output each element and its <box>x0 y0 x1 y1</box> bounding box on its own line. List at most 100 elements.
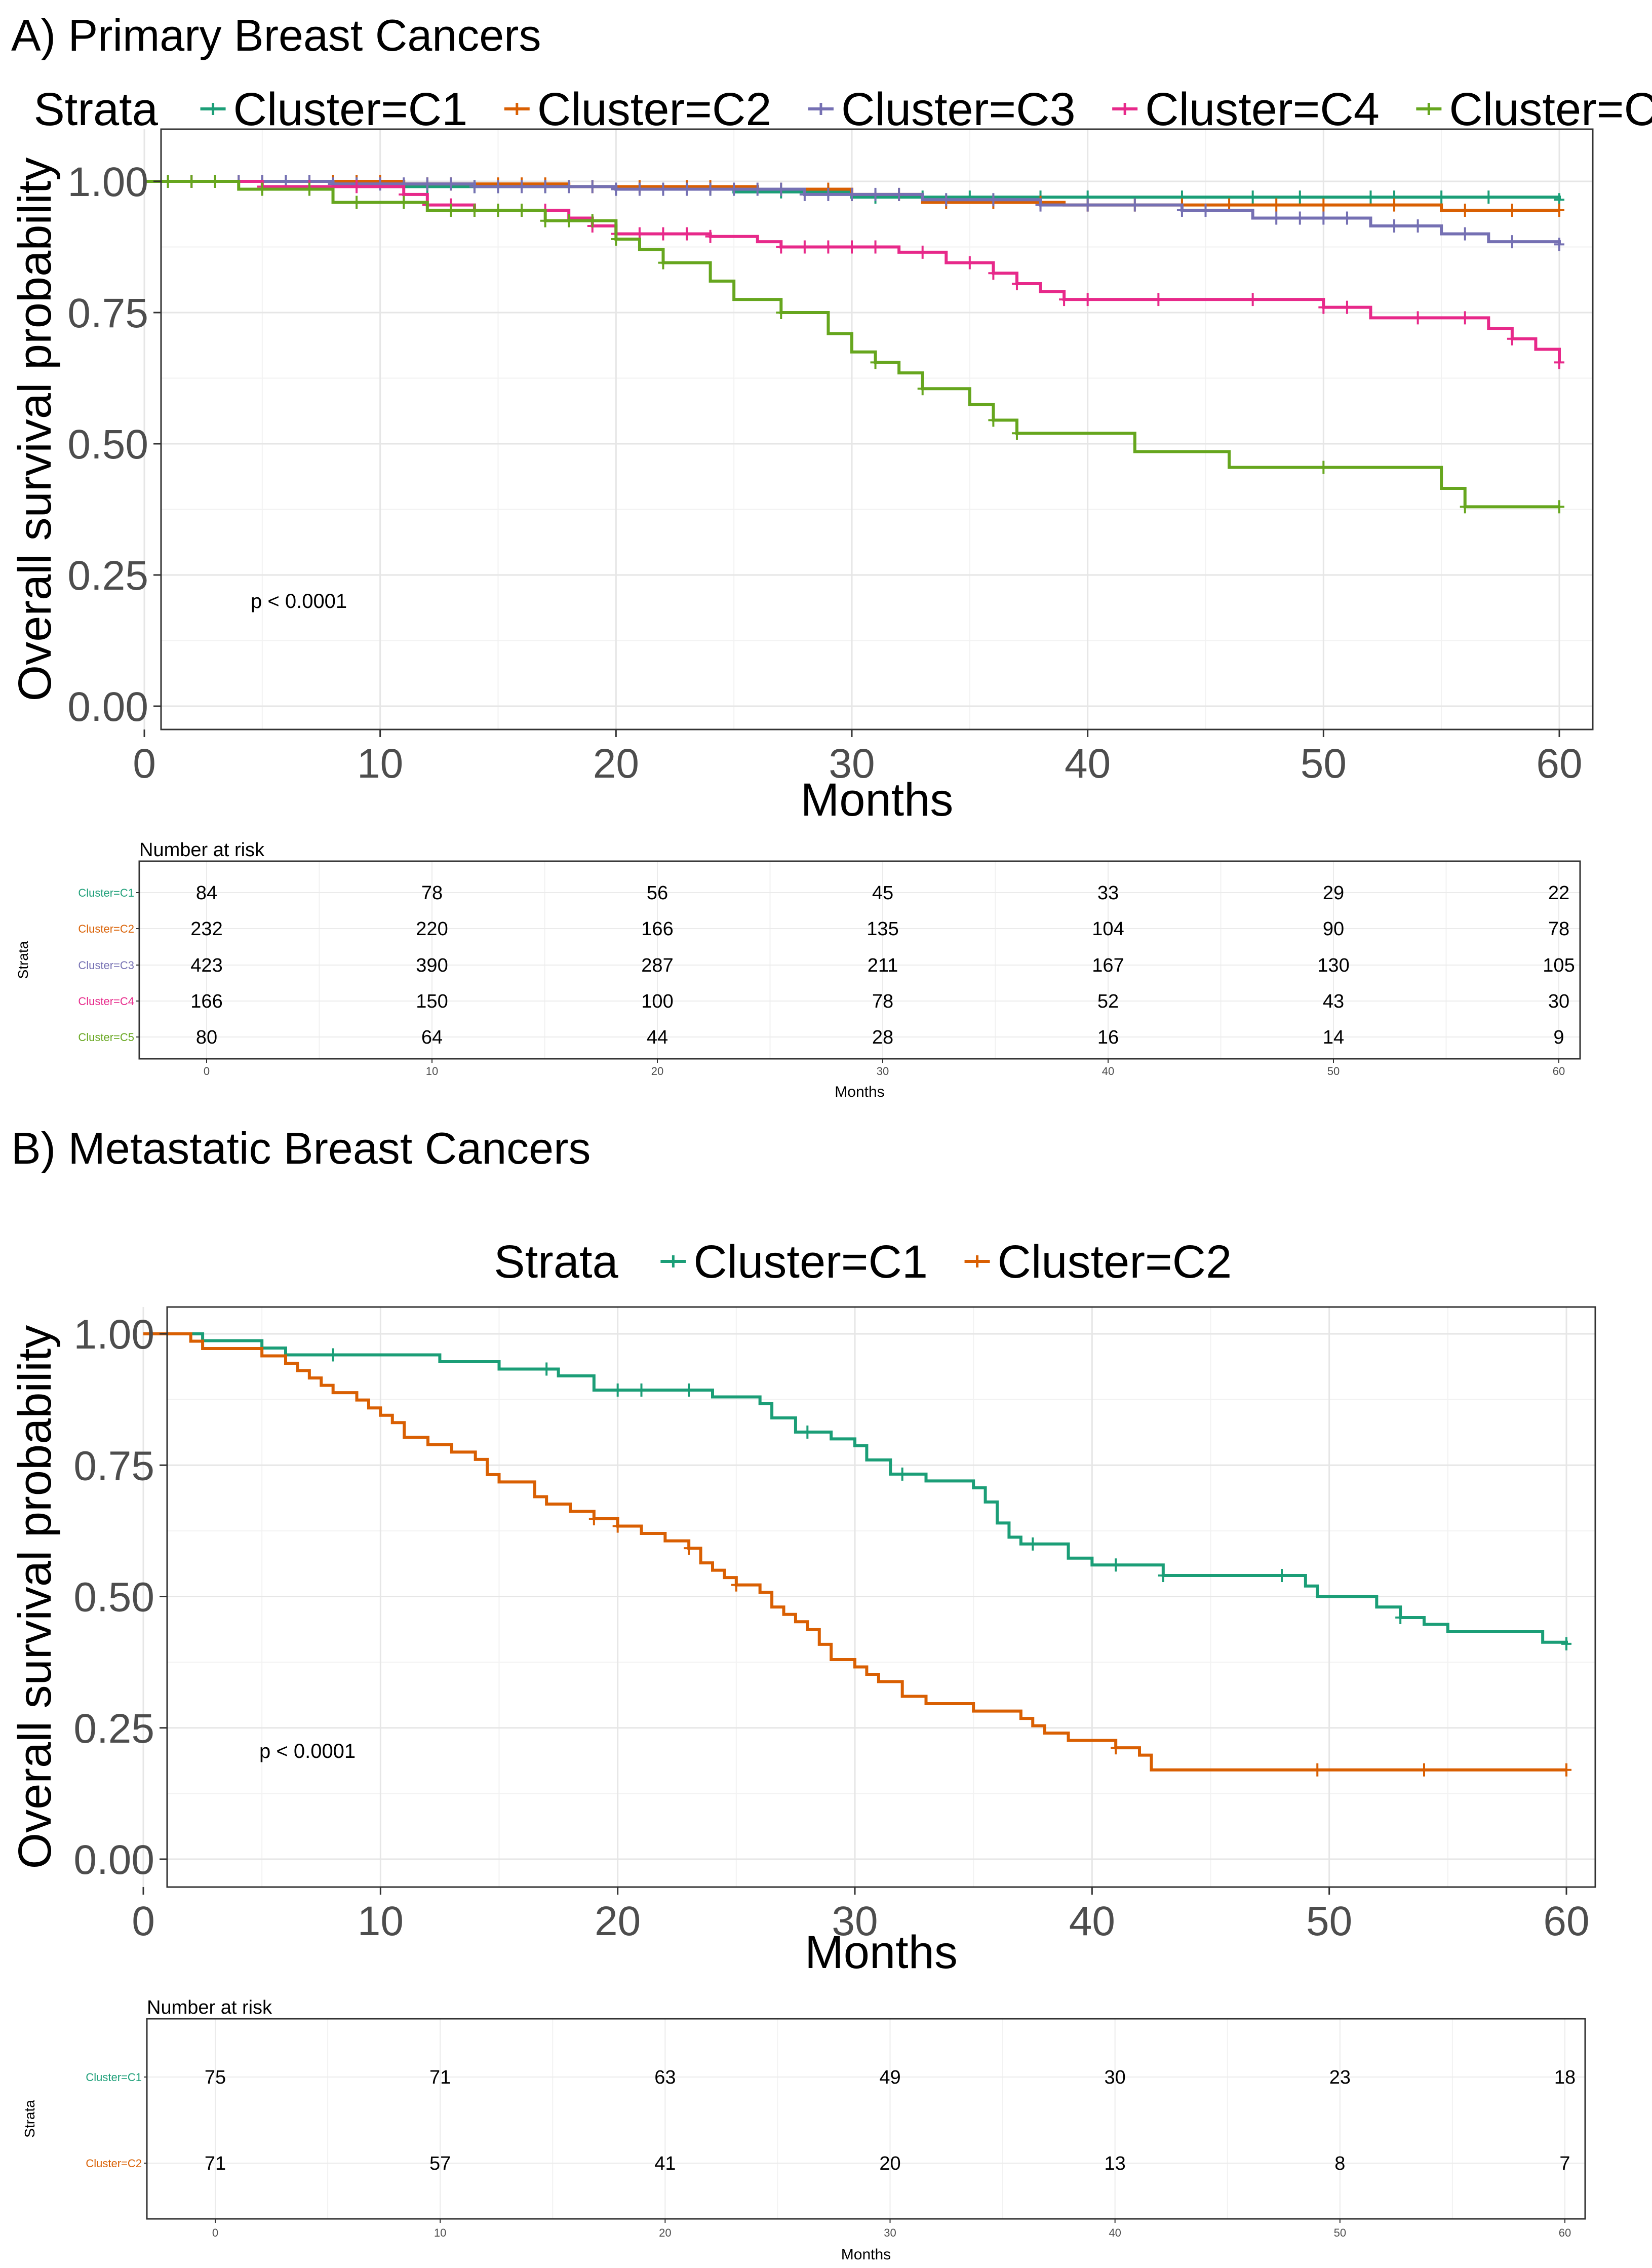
risk-count: 16 <box>1097 1027 1119 1048</box>
risk-count: 44 <box>647 1027 668 1048</box>
risk-table-background <box>139 861 1580 1059</box>
risk-x-tick-label: 10 <box>426 1065 438 1078</box>
plot-background <box>161 129 1593 729</box>
legend-label: Cluster=C4 <box>1145 84 1380 135</box>
risk-count: 28 <box>872 1027 893 1048</box>
panel-title: B) Metastatic Breast Cancers <box>11 1123 591 1173</box>
y-tick-label: 0.00 <box>73 1837 154 1883</box>
risk-count: 20 <box>879 2153 900 2174</box>
risk-count: 78 <box>872 991 893 1012</box>
risk-count: 49 <box>879 2067 900 2088</box>
x-tick-label: 50 <box>1306 1898 1352 1944</box>
legend-label: Cluster=C1 <box>693 1236 928 1288</box>
risk-y-axis-title: Strata <box>22 2100 37 2138</box>
risk-count: 130 <box>1317 955 1349 976</box>
risk-count: 78 <box>1548 918 1569 940</box>
legend: Strata Cluster=C1 Cluster=C2 Cluster=C3 Clus… <box>33 84 1652 135</box>
risk-x-tick-label: 40 <box>1102 1065 1114 1078</box>
risk-count: 166 <box>641 918 673 940</box>
legend-label: Cluster=C3 <box>841 84 1076 135</box>
y-axis-label: Overall survival probability <box>9 1325 61 1869</box>
risk-row-label: Cluster=C1 <box>86 2071 142 2084</box>
risk-count: 90 <box>1323 918 1344 940</box>
risk-x-axis-label: Months <box>835 1084 884 1100</box>
risk-count: 8 <box>1334 2153 1345 2174</box>
y-tick-label: 0.25 <box>73 1706 154 1752</box>
risk-count: 220 <box>416 918 448 940</box>
legend-label: Cluster=C2 <box>998 1236 1232 1288</box>
risk-table-title: Number at risk <box>147 1997 272 2018</box>
survival-curve <box>143 1332 1568 1644</box>
risk-count: 71 <box>205 2153 226 2174</box>
risk-count: 84 <box>196 882 217 904</box>
risk-x-tick-label: 40 <box>1109 2226 1121 2239</box>
risk-count: 104 <box>1092 918 1124 940</box>
risk-count: 33 <box>1097 882 1119 904</box>
risk-x-tick-label: 30 <box>884 2226 896 2239</box>
risk-x-tick-label: 60 <box>1559 2226 1571 2239</box>
risk-count: 13 <box>1105 2153 1126 2174</box>
risk-count: 105 <box>1543 955 1575 976</box>
panel-b: B) Metastatic Breast Cancers Strata Cluste… <box>9 1123 1596 2263</box>
y-tick-label: 0.50 <box>67 421 148 468</box>
risk-x-tick-label: 30 <box>877 1065 889 1078</box>
risk-x-tick-label: 0 <box>204 1065 210 1078</box>
legend-label: Cluster=C2 <box>537 84 772 135</box>
risk-x-tick-label: 20 <box>651 1065 663 1078</box>
risk-count: 56 <box>647 882 668 904</box>
series-cluster-c1 <box>143 1332 1571 1650</box>
risk-count: 100 <box>641 991 673 1012</box>
y-tick-label: 1.00 <box>67 159 148 205</box>
legend-title: Strata <box>494 1236 618 1288</box>
risk-table-border <box>138 860 1581 1060</box>
risk-count: 166 <box>190 991 222 1012</box>
risk-x-tick-label: 50 <box>1334 2226 1346 2239</box>
x-tick-label: 60 <box>1536 741 1582 787</box>
risk-x-tick-label: 10 <box>434 2226 446 2239</box>
risk-count: 9 <box>1553 1027 1564 1048</box>
risk-count: 22 <box>1548 882 1569 904</box>
risk-count: 232 <box>190 918 222 940</box>
risk-row-label: Cluster=C2 <box>86 2157 142 2170</box>
risk-count: 29 <box>1323 882 1344 904</box>
risk-count: 18 <box>1554 2067 1576 2088</box>
risk-count: 7 <box>1559 2153 1570 2174</box>
p-value-annotation: p < 0.0001 <box>259 1740 356 1762</box>
risk-row-label: Cluster=C2 <box>78 922 134 935</box>
risk-table-title: Number at risk <box>139 839 265 861</box>
risk-count: 75 <box>205 2067 226 2088</box>
series-cluster-c5 <box>144 175 1564 514</box>
risk-count: 150 <box>416 991 448 1012</box>
risk-table: Number at risk Cluster=C1 84 78 56 45 33 29 22 Cl… <box>15 839 1581 1100</box>
risk-row-label: Cluster=C5 <box>78 1031 134 1044</box>
risk-row-label: Cluster=C4 <box>78 995 134 1008</box>
x-tick-label: 10 <box>358 1898 404 1944</box>
x-tick-label: 50 <box>1301 741 1347 787</box>
risk-count: 64 <box>421 1027 443 1048</box>
legend-label: Cluster=C5 <box>1449 84 1652 135</box>
x-tick-label: 40 <box>1069 1898 1115 1944</box>
risk-table-background <box>147 2019 1585 2219</box>
risk-row-label: Cluster=C1 <box>78 887 134 899</box>
x-tick-label: 0 <box>133 741 156 787</box>
panel-title: A) Primary Breast Cancers <box>11 10 541 60</box>
legend-title: Strata <box>33 84 158 135</box>
x-tick-label: 60 <box>1543 1898 1589 1944</box>
risk-row-label: Cluster=C3 <box>78 959 134 972</box>
p-value-annotation: p < 0.0001 <box>251 590 347 612</box>
y-tick-label: 0.50 <box>73 1574 154 1621</box>
series-cluster-c2 <box>143 1332 1571 1777</box>
y-axis-label: Overall survival probability <box>9 158 61 702</box>
risk-count: 211 <box>868 955 898 976</box>
risk-x-tick-label: 0 <box>212 2226 218 2239</box>
risk-x-tick-label: 60 <box>1553 1065 1565 1078</box>
gridlines <box>142 1307 1595 1887</box>
x-tick-label: 10 <box>357 741 403 787</box>
risk-x-tick-label: 20 <box>659 2226 671 2239</box>
risk-count: 71 <box>429 2067 451 2088</box>
risk-x-tick-label: 50 <box>1327 1065 1340 1078</box>
risk-table: Number at risk Cluster=C1 75 71 63 49 30 23 18 Cl… <box>22 1997 1586 2263</box>
risk-table-border <box>146 2018 1586 2220</box>
x-tick-label: 0 <box>132 1898 155 1944</box>
